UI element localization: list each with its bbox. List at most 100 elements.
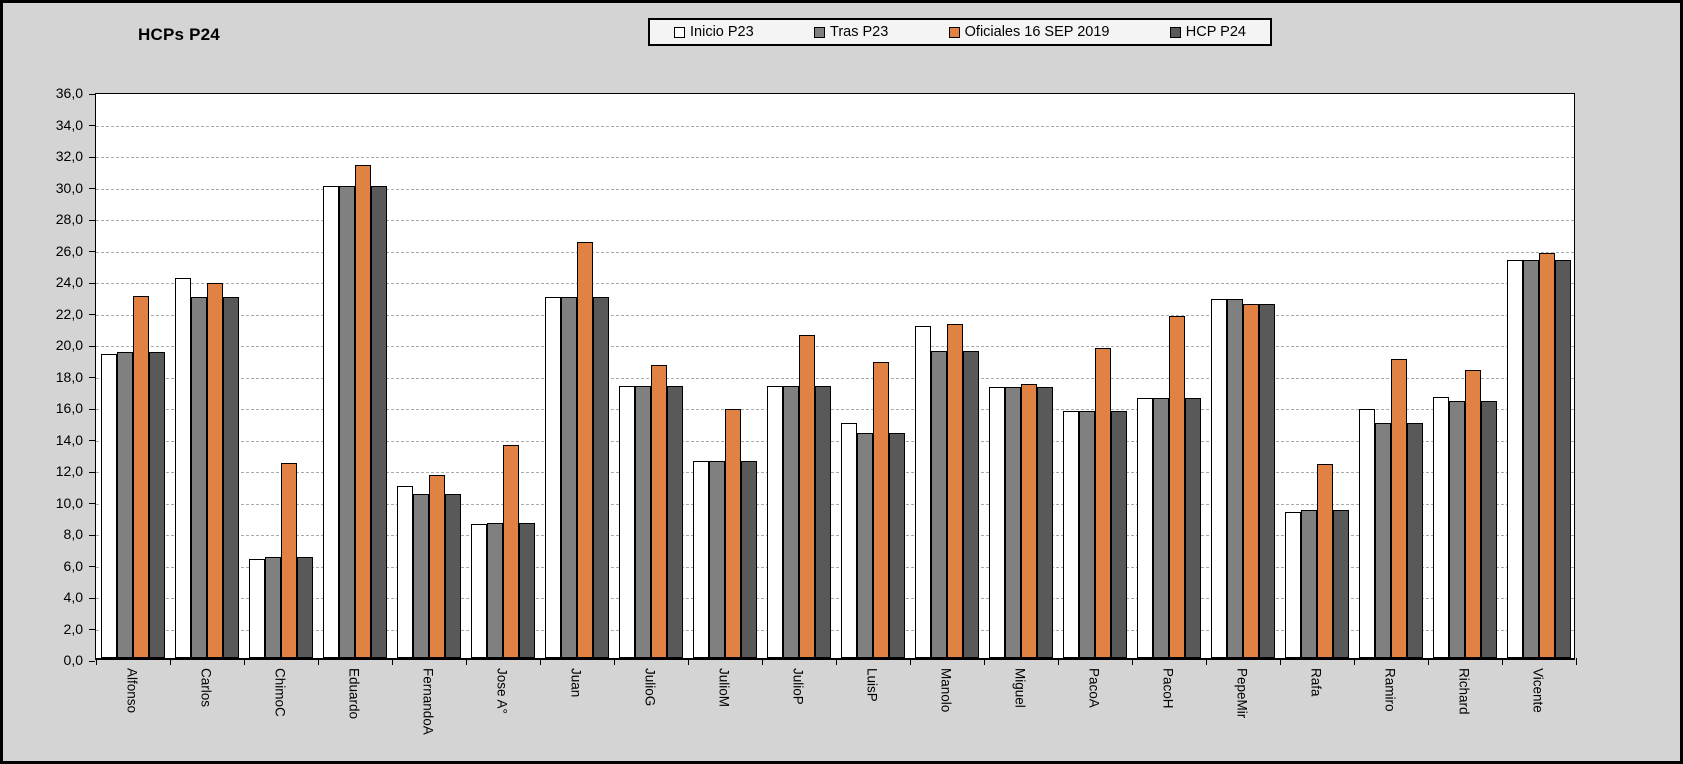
bar-tras-p23-pacoh[interactable] — [1153, 398, 1169, 658]
bar-inicio-p23-juliom[interactable] — [693, 461, 709, 658]
bar-hcp-p24-carlos[interactable] — [223, 297, 239, 658]
bar-tras-p23-juliom[interactable] — [709, 461, 725, 658]
bar-hcp-p24-fernandoa[interactable] — [445, 494, 461, 658]
bar-inicio-p23-juliog[interactable] — [619, 385, 635, 658]
bar-hcp-p24-luisp[interactable] — [889, 432, 905, 658]
bar-hcp-p24-miguel[interactable] — [1037, 387, 1053, 658]
bar-tras-p23-chimoc[interactable] — [265, 557, 281, 658]
bar-oficiales-16-sep-2019-alfonso[interactable] — [133, 295, 149, 658]
bar-tras-p23-luisp[interactable] — [857, 432, 873, 658]
bar-oficiales-16-sep-2019-fernandoa[interactable] — [429, 475, 445, 658]
bar-oficiales-16-sep-2019-jose-a-[interactable] — [503, 445, 519, 658]
bar-inicio-p23-ramiro[interactable] — [1359, 409, 1375, 658]
bar-hcp-p24-rafa[interactable] — [1333, 509, 1349, 658]
bar-tras-p23-juan[interactable] — [561, 297, 577, 658]
x-axis-label-carlos: Carlos — [198, 668, 214, 708]
legend[interactable]: Inicio P23 Tras P23 Oficiales 16 SEP 2019 H… — [648, 18, 1272, 46]
bar-oficiales-16-sep-2019-pacoa[interactable] — [1095, 347, 1111, 658]
bar-inicio-p23-juliop[interactable] — [767, 385, 783, 658]
legend-item-inicio-p23[interactable]: Inicio P23 — [674, 24, 754, 40]
bar-oficiales-16-sep-2019-carlos[interactable] — [207, 283, 223, 658]
y-axis-tick — [89, 251, 95, 252]
bar-hcp-p24-juan[interactable] — [593, 297, 609, 658]
bar-tras-p23-manolo[interactable] — [931, 350, 947, 658]
bar-inicio-p23-miguel[interactable] — [989, 387, 1005, 658]
bar-oficiales-16-sep-2019-chimoc[interactable] — [281, 462, 297, 658]
bar-oficiales-16-sep-2019-vicente[interactable] — [1539, 253, 1555, 658]
bar-inicio-p23-pacoa[interactable] — [1063, 410, 1079, 658]
bar-hcp-p24-juliog[interactable] — [667, 385, 683, 658]
bar-tras-p23-ramiro[interactable] — [1375, 423, 1391, 658]
y-axis-tick-label: 20,0 — [55, 337, 83, 353]
bar-oficiales-16-sep-2019-pacoh[interactable] — [1169, 316, 1185, 658]
legend-item-oficiales-16-sep-2019[interactable]: Oficiales 16 SEP 2019 — [948, 24, 1109, 40]
bar-hcp-p24-ramiro[interactable] — [1407, 423, 1423, 658]
bar-inicio-p23-alfonso[interactable] — [101, 354, 117, 658]
bar-tras-p23-alfonso[interactable] — [117, 352, 133, 658]
bar-tras-p23-eduardo[interactable] — [339, 185, 355, 658]
bar-hcp-p24-chimoc[interactable] — [297, 557, 313, 658]
bar-hcp-p24-vicente[interactable] — [1555, 259, 1571, 658]
bar-inicio-p23-carlos[interactable] — [175, 278, 191, 658]
legend-item-hcp-p24[interactable]: HCP P24 — [1169, 24, 1246, 40]
bar-hcp-p24-alfonso[interactable] — [149, 352, 165, 658]
bar-tras-p23-pepemir[interactable] — [1227, 298, 1243, 658]
bar-inicio-p23-pepemir[interactable] — [1211, 298, 1227, 658]
bar-inicio-p23-chimoc[interactable] — [249, 558, 265, 658]
y-axis-tick-label: 16,0 — [55, 400, 83, 416]
bar-oficiales-16-sep-2019-rafa[interactable] — [1317, 464, 1333, 658]
bar-hcp-p24-pepemir[interactable] — [1259, 303, 1275, 658]
bar-oficiales-16-sep-2019-eduardo[interactable] — [355, 165, 371, 658]
bar-hcp-p24-pacoh[interactable] — [1185, 398, 1201, 658]
bar-oficiales-16-sep-2019-juan[interactable] — [577, 242, 593, 658]
bar-oficiales-16-sep-2019-miguel[interactable] — [1021, 383, 1037, 658]
bar-hcp-p24-eduardo[interactable] — [371, 185, 387, 658]
bar-inicio-p23-luisp[interactable] — [841, 423, 857, 658]
bar-tras-p23-richard[interactable] — [1449, 401, 1465, 658]
gridline-18 — [96, 377, 1574, 379]
bar-tras-p23-vicente[interactable] — [1523, 259, 1539, 658]
bar-tras-p23-rafa[interactable] — [1301, 509, 1317, 658]
y-axis-tick-label: 22,0 — [55, 305, 83, 322]
x-axis-tick — [1428, 658, 1429, 665]
bar-tras-p23-carlos[interactable] — [191, 297, 207, 658]
bar-hcp-p24-juliom[interactable] — [741, 461, 757, 658]
bar-tras-p23-pacoa[interactable] — [1079, 410, 1095, 658]
bar-tras-p23-fernandoa[interactable] — [413, 494, 429, 658]
bar-inicio-p23-fernandoa[interactable] — [397, 486, 413, 658]
bar-inicio-p23-jose-a-[interactable] — [471, 524, 487, 658]
x-axis-label-juliop: JulioP — [790, 668, 806, 705]
bar-oficiales-16-sep-2019-luisp[interactable] — [873, 361, 889, 658]
bar-oficiales-16-sep-2019-ramiro[interactable] — [1391, 358, 1407, 658]
bar-oficiales-16-sep-2019-juliom[interactable] — [725, 409, 741, 658]
legend-item-tras-p23[interactable]: Tras P23 — [814, 24, 888, 40]
bar-inicio-p23-manolo[interactable] — [915, 325, 931, 658]
x-axis-label-vicente: Vicente — [1530, 668, 1546, 713]
bar-hcp-p24-richard[interactable] — [1481, 401, 1497, 658]
x-axis-label-manolo: Manolo — [938, 668, 954, 713]
bar-inicio-p23-vicente[interactable] — [1507, 259, 1523, 658]
x-axis-label-miguel: Miguel — [1012, 668, 1028, 708]
bar-hcp-p24-jose-a-[interactable] — [519, 522, 535, 658]
x-axis-tick — [614, 658, 615, 665]
bar-hcp-p24-pacoa[interactable] — [1111, 410, 1127, 658]
bar-oficiales-16-sep-2019-juliog[interactable] — [651, 365, 667, 658]
bar-tras-p23-miguel[interactable] — [1005, 387, 1021, 658]
bar-oficiales-16-sep-2019-pepemir[interactable] — [1243, 303, 1259, 658]
y-axis-tick — [89, 660, 95, 662]
bar-hcp-p24-juliop[interactable] — [815, 385, 831, 658]
bar-hcp-p24-manolo[interactable] — [963, 350, 979, 658]
bar-tras-p23-jose-a-[interactable] — [487, 522, 503, 658]
x-axis-tick — [910, 658, 911, 665]
bar-inicio-p23-rafa[interactable] — [1285, 511, 1301, 658]
bar-oficiales-16-sep-2019-richard[interactable] — [1465, 369, 1481, 658]
bar-inicio-p23-richard[interactable] — [1433, 396, 1449, 658]
bar-tras-p23-juliop[interactable] — [783, 385, 799, 658]
bar-oficiales-16-sep-2019-juliop[interactable] — [799, 335, 815, 658]
x-axis-tick — [836, 658, 837, 665]
bar-oficiales-16-sep-2019-manolo[interactable] — [947, 324, 963, 658]
bar-inicio-p23-eduardo[interactable] — [323, 185, 339, 658]
bar-inicio-p23-pacoh[interactable] — [1137, 398, 1153, 658]
bar-inicio-p23-juan[interactable] — [545, 297, 561, 658]
bar-tras-p23-juliog[interactable] — [635, 385, 651, 658]
